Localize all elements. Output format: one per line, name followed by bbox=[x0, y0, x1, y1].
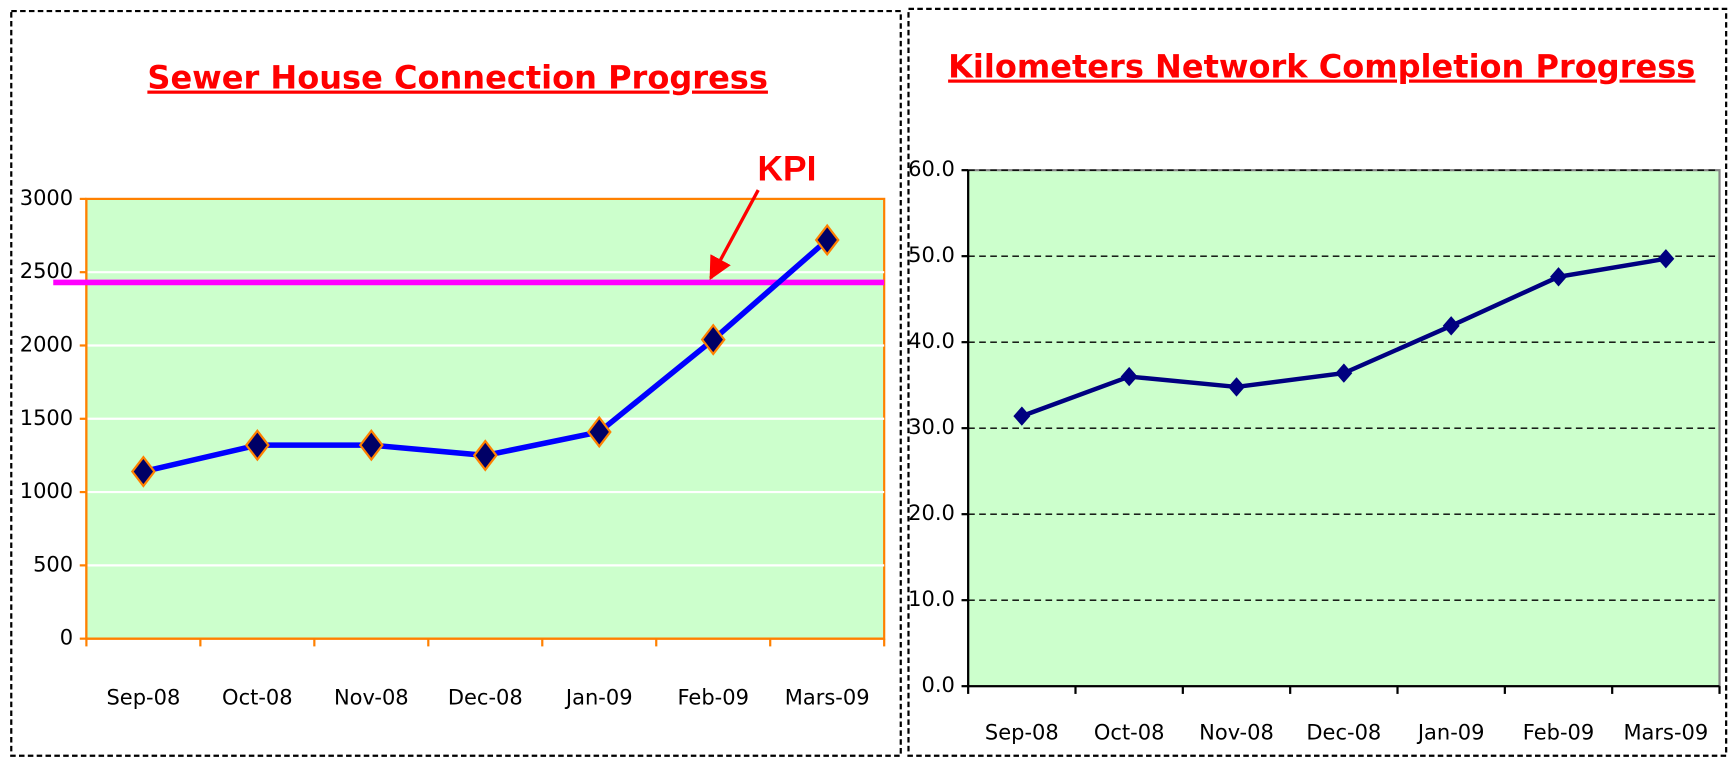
marker bbox=[1013, 406, 1031, 426]
marker bbox=[244, 428, 270, 462]
y-tick-label: 2000 bbox=[20, 332, 73, 356]
marker bbox=[1335, 363, 1353, 383]
y-tick-label: 60.0 bbox=[908, 157, 955, 181]
marker bbox=[1657, 249, 1675, 269]
marker bbox=[1228, 377, 1245, 397]
x-tick-label: Dec-08 bbox=[1306, 721, 1381, 745]
x-tick-label: Nov-08 bbox=[334, 685, 409, 709]
x-tick-label: Jan-09 bbox=[1416, 721, 1485, 745]
chart-title: Sewer House Connection Progress bbox=[147, 59, 768, 97]
x-tick-label: Mars-09 bbox=[1623, 721, 1708, 745]
y-tick-label: 10.0 bbox=[908, 587, 955, 611]
x-tick-label: Dec-08 bbox=[448, 685, 523, 709]
annotation-arrow bbox=[709, 189, 760, 281]
marker bbox=[1120, 366, 1138, 387]
marker bbox=[130, 455, 156, 488]
marker bbox=[472, 439, 498, 472]
x-tick-label: Sep-08 bbox=[106, 685, 180, 709]
x-tick-label: Oct-08 bbox=[222, 685, 293, 709]
y-tick-label: 1000 bbox=[20, 479, 73, 503]
chart-title: Kilometers Network Completion Progress bbox=[948, 48, 1695, 86]
y-tick-label: 0 bbox=[60, 626, 73, 650]
y-tick-label: 20.0 bbox=[908, 501, 955, 525]
x-tick-label: Nov-08 bbox=[1199, 721, 1274, 745]
y-tick-label: 1500 bbox=[20, 406, 73, 430]
marker bbox=[1550, 267, 1567, 287]
y-tick-label: 30.0 bbox=[908, 415, 955, 439]
x-tick-label: Jan-09 bbox=[564, 685, 633, 709]
annotation: KPI bbox=[757, 150, 816, 189]
marker bbox=[1442, 316, 1460, 336]
x-tick-label: Oct-08 bbox=[1094, 721, 1165, 745]
x-tick-label: Feb-09 bbox=[1523, 721, 1594, 745]
y-tick-label: 0.0 bbox=[922, 673, 955, 697]
panel-border bbox=[907, 7, 1728, 757]
y-tick-label: 500 bbox=[33, 552, 73, 576]
y-tick-label: 40.0 bbox=[908, 329, 955, 353]
x-tick-label: Mars-09 bbox=[785, 685, 870, 709]
y-tick-label: 3000 bbox=[20, 186, 73, 210]
y-tick-label: 2500 bbox=[20, 259, 73, 283]
y-tick-label: 50.0 bbox=[908, 243, 955, 267]
panel-border bbox=[10, 9, 902, 757]
marker bbox=[700, 323, 726, 356]
marker bbox=[586, 415, 612, 449]
x-tick-label: Sep-08 bbox=[985, 721, 1059, 745]
marker bbox=[358, 428, 384, 462]
marker bbox=[814, 223, 840, 257]
x-tick-label: Feb-09 bbox=[678, 685, 749, 709]
